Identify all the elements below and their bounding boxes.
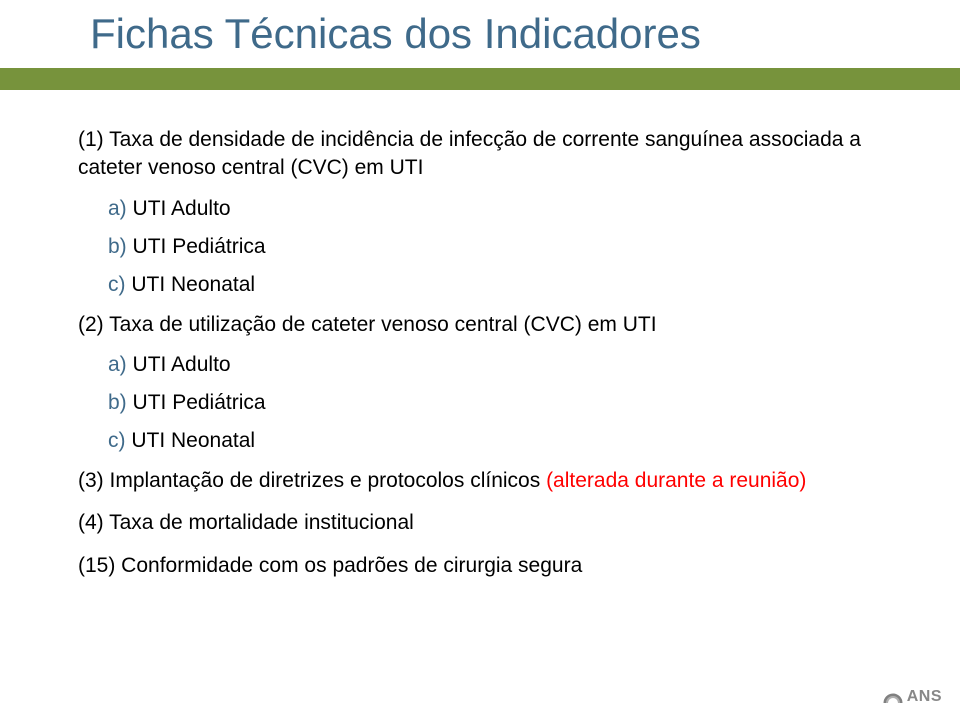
sub-letter: c) [108, 429, 126, 452]
item-1-b: b) UTI Pediátrica [78, 235, 890, 259]
page-title: Fichas Técnicas dos Indicadores [90, 10, 960, 58]
item-1-c: c) UTI Neonatal [78, 273, 890, 297]
item-4: (4) Taxa de mortalidade institucional [78, 509, 890, 537]
sub-letter: a) [108, 197, 127, 220]
item-2-c: c) UTI Neonatal [78, 429, 890, 453]
footer-brand: ANS [907, 688, 942, 706]
footer: ANS [883, 688, 942, 706]
item-2: (2) Taxa de utilização de cateter venoso… [78, 311, 890, 339]
sub-letter: a) [108, 353, 127, 376]
sub-text: UTI Neonatal [131, 429, 255, 452]
item-3-highlight: (alterada durante a reunião) [546, 469, 806, 492]
sub-letter: c) [108, 273, 126, 296]
item-3: (3) Implantação de diretrizes e protocol… [78, 467, 890, 495]
item-3-prefix: (3) Implantação de diretrizes e protocol… [78, 469, 546, 492]
item-1: (1) Taxa de densidade de incidência de i… [78, 126, 890, 183]
sub-text: UTI Adulto [133, 197, 231, 220]
content: (1) Taxa de densidade de incidência de i… [0, 90, 960, 580]
sub-text: UTI Pediátrica [133, 235, 266, 258]
sub-text: UTI Neonatal [131, 273, 255, 296]
sub-text: UTI Pediátrica [133, 391, 266, 414]
sub-letter: b) [108, 391, 127, 414]
item-2-b: b) UTI Pediátrica [78, 391, 890, 415]
sub-text: UTI Adulto [133, 353, 231, 376]
item-2-a: a) UTI Adulto [78, 353, 890, 377]
title-block: Fichas Técnicas dos Indicadores [0, 0, 960, 58]
ans-logo-icon [883, 689, 903, 705]
title-underline [0, 68, 960, 90]
item-15: (15) Conformidade com os padrões de ciru… [78, 552, 890, 580]
sub-letter: b) [108, 235, 127, 258]
item-1-a: a) UTI Adulto [78, 197, 890, 221]
